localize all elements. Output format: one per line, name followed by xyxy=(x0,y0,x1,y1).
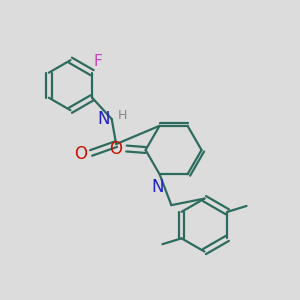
Text: O: O xyxy=(109,140,122,158)
Text: F: F xyxy=(94,54,102,69)
Text: N: N xyxy=(151,178,164,196)
Text: N: N xyxy=(98,110,110,128)
Text: H: H xyxy=(118,109,128,122)
Text: O: O xyxy=(74,146,87,164)
